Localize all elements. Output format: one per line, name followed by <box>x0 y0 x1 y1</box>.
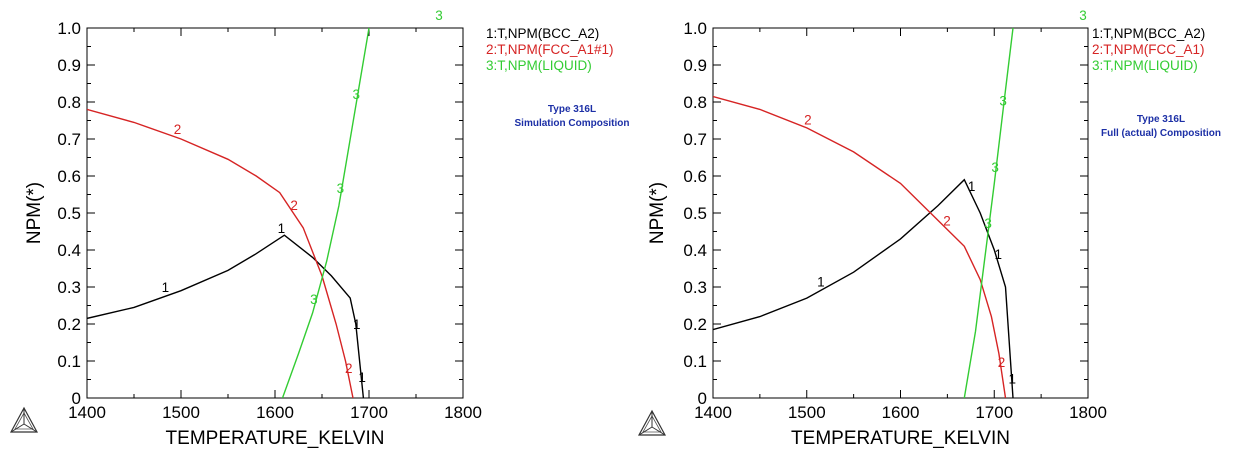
y-tick-label: 0.4 <box>683 241 707 260</box>
x-tick-label: 1500 <box>162 403 200 422</box>
curve-label-1: 1 <box>817 274 825 289</box>
curve-label-1: 1 <box>162 280 170 295</box>
x-tick-label: 1700 <box>975 403 1013 422</box>
x-axis-title: TEMPERATURE_KELVIN <box>166 428 385 449</box>
x-tick-label: 1600 <box>882 403 920 422</box>
curve-label-3: 3 <box>991 160 999 175</box>
legend-entry-3: 3:T,NPM(LIQUID) <box>1092 58 1198 73</box>
composition-note: Full (actual) Composition <box>1101 128 1221 139</box>
legend-entry-2: 2:T,NPM(FCC_A1#1) <box>486 42 614 57</box>
chart-panel-actual: 0 0.1 0.2 0.3 0.4 0.5 0.6 0.7 0.8 0.9 1.0 1400 1500 1… <box>637 8 1221 449</box>
y-tick-label: 0.5 <box>57 204 81 223</box>
y-tick-label: 0.3 <box>57 278 81 297</box>
curve-label-1: 1 <box>995 247 1003 262</box>
y-axis-title: NPM(*) <box>647 182 668 244</box>
x-tick-label: 1500 <box>788 403 826 422</box>
y-tick-label: 0.1 <box>57 352 81 371</box>
composition-note: Type 316L <box>548 104 596 115</box>
y-tick-label: 0.1 <box>683 352 707 371</box>
x-tick-label: 1400 <box>694 403 732 422</box>
y-tick-label: 0.2 <box>57 315 81 334</box>
series-line-2 <box>713 95 1007 398</box>
curve-label-1: 1 <box>968 179 976 194</box>
y-tick-label: 1.0 <box>683 19 707 38</box>
curve-label-3: 3 <box>337 181 345 196</box>
y-tick-label: 0.3 <box>683 278 707 297</box>
thermo-calc-logo-icon <box>637 409 667 436</box>
y-tick-label: 0 <box>698 389 707 408</box>
y-tick-label: 0.9 <box>57 56 81 75</box>
y-tick-label: 0.7 <box>57 130 81 149</box>
y-tick-label: 0.4 <box>57 241 81 260</box>
y-tick-label: 0.5 <box>683 204 707 223</box>
composition-note: Type 316L <box>1137 114 1185 125</box>
legend-entry-1: 1:T,NPM(BCC_A2) <box>486 26 599 41</box>
series-line-1 <box>87 234 365 398</box>
x-tick-label: 1800 <box>1069 403 1107 422</box>
series-line-2 <box>87 108 354 398</box>
y-axis-title: NPM(*) <box>24 182 45 244</box>
curve-label-3: 3 <box>984 216 992 231</box>
curve-label-2: 2 <box>943 213 951 228</box>
curve-label-2: 2 <box>290 198 298 213</box>
plot-frame <box>712 27 1089 399</box>
x-tick-label: 1600 <box>256 403 294 422</box>
y-tick-label: 0.6 <box>57 167 81 186</box>
series-line-3 <box>963 27 1014 398</box>
curve-label-2: 2 <box>998 355 1006 370</box>
composition-note: Simulation Composition <box>515 118 630 129</box>
curve-label-1: 1 <box>358 370 366 385</box>
legend-entry-3: 3:T,NPM(LIQUID) <box>486 58 592 73</box>
x-axis-title: TEMPERATURE_KELVIN <box>791 428 1010 449</box>
y-tick-label: 0.7 <box>683 130 707 149</box>
curve-label-2: 2 <box>174 122 182 137</box>
y-tick-label: 0.6 <box>683 167 707 186</box>
curve-label-3: 3 <box>435 8 443 23</box>
y-tick-label: 0.2 <box>683 315 707 334</box>
x-tick-label: 1700 <box>350 403 388 422</box>
curve-label-3: 3 <box>999 94 1007 109</box>
curve-label-2: 2 <box>345 361 353 376</box>
x-tick-label: 1800 <box>444 403 482 422</box>
y-tick-label: 0.8 <box>57 93 81 112</box>
legend-entry-1: 1:T,NPM(BCC_A2) <box>1092 26 1205 41</box>
curve-label-1: 1 <box>1009 372 1017 387</box>
y-tick-label: 0 <box>72 389 81 408</box>
curve-label-1: 1 <box>278 221 286 236</box>
curve-label-3: 3 <box>353 87 361 102</box>
curve-label-3: 3 <box>310 292 318 307</box>
curve-label-3: 3 <box>1079 8 1087 23</box>
curve-label-1: 1 <box>353 317 361 332</box>
x-tick-label: 1400 <box>68 403 106 422</box>
plot-frame <box>86 27 464 399</box>
thermo-calc-logo-icon <box>9 406 39 433</box>
chart-panel-simulation: 0 0.1 0.2 0.3 0.4 0.5 0.6 0.7 0.8 0.9 1.0 1400 1500 1… <box>9 8 630 449</box>
legend-entry-2: 2:T,NPM(FCC_A1) <box>1092 42 1205 57</box>
y-tick-label: 0.8 <box>683 93 707 112</box>
series-line-3 <box>281 27 370 398</box>
y-tick-label: 1.0 <box>57 19 81 38</box>
curve-label-2: 2 <box>804 112 812 127</box>
series-line-1 <box>713 178 1014 398</box>
y-tick-label: 0.9 <box>683 56 707 75</box>
